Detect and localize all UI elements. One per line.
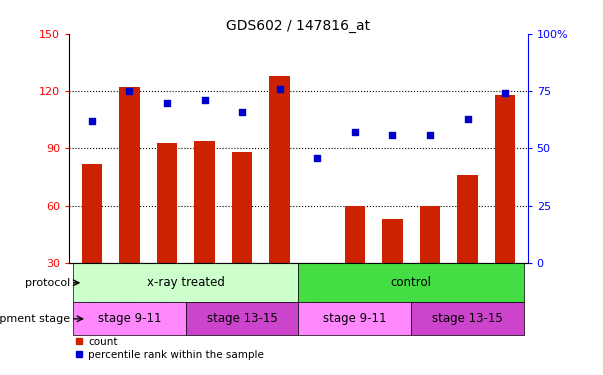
Text: x-ray treated: x-ray treated: [147, 276, 225, 289]
Point: [425, 132, 435, 138]
Text: stage 13-15: stage 13-15: [207, 312, 277, 326]
Point: [162, 99, 172, 105]
Bar: [420, 206, 440, 263]
Bar: [298, 263, 524, 303]
Text: development stage: development stage: [0, 314, 70, 324]
Point: [200, 97, 209, 103]
Bar: [270, 76, 290, 263]
Bar: [81, 164, 103, 263]
Legend: count, percentile rank within the sample: count, percentile rank within the sample: [75, 337, 264, 360]
Text: control: control: [391, 276, 432, 289]
Point: [463, 116, 472, 122]
Bar: [457, 175, 478, 263]
Point: [275, 86, 285, 92]
Title: GDS602 / 147816_at: GDS602 / 147816_at: [226, 19, 371, 33]
Point: [238, 109, 247, 115]
Bar: [298, 303, 411, 335]
Text: stage 9-11: stage 9-11: [98, 312, 161, 326]
Bar: [232, 152, 253, 263]
Point: [312, 154, 322, 160]
Bar: [157, 143, 177, 263]
Bar: [382, 219, 403, 263]
Text: stage 13-15: stage 13-15: [432, 312, 503, 326]
Bar: [119, 87, 140, 263]
Point: [87, 118, 96, 124]
Bar: [73, 263, 298, 303]
Text: stage 9-11: stage 9-11: [323, 312, 387, 326]
Bar: [494, 95, 516, 263]
Bar: [186, 303, 298, 335]
Point: [125, 88, 134, 94]
Bar: [344, 206, 365, 263]
Point: [500, 90, 510, 96]
Bar: [411, 303, 524, 335]
Bar: [194, 141, 215, 263]
Point: [350, 129, 359, 135]
Text: protocol: protocol: [25, 278, 70, 288]
Point: [388, 132, 397, 138]
Bar: [73, 303, 186, 335]
